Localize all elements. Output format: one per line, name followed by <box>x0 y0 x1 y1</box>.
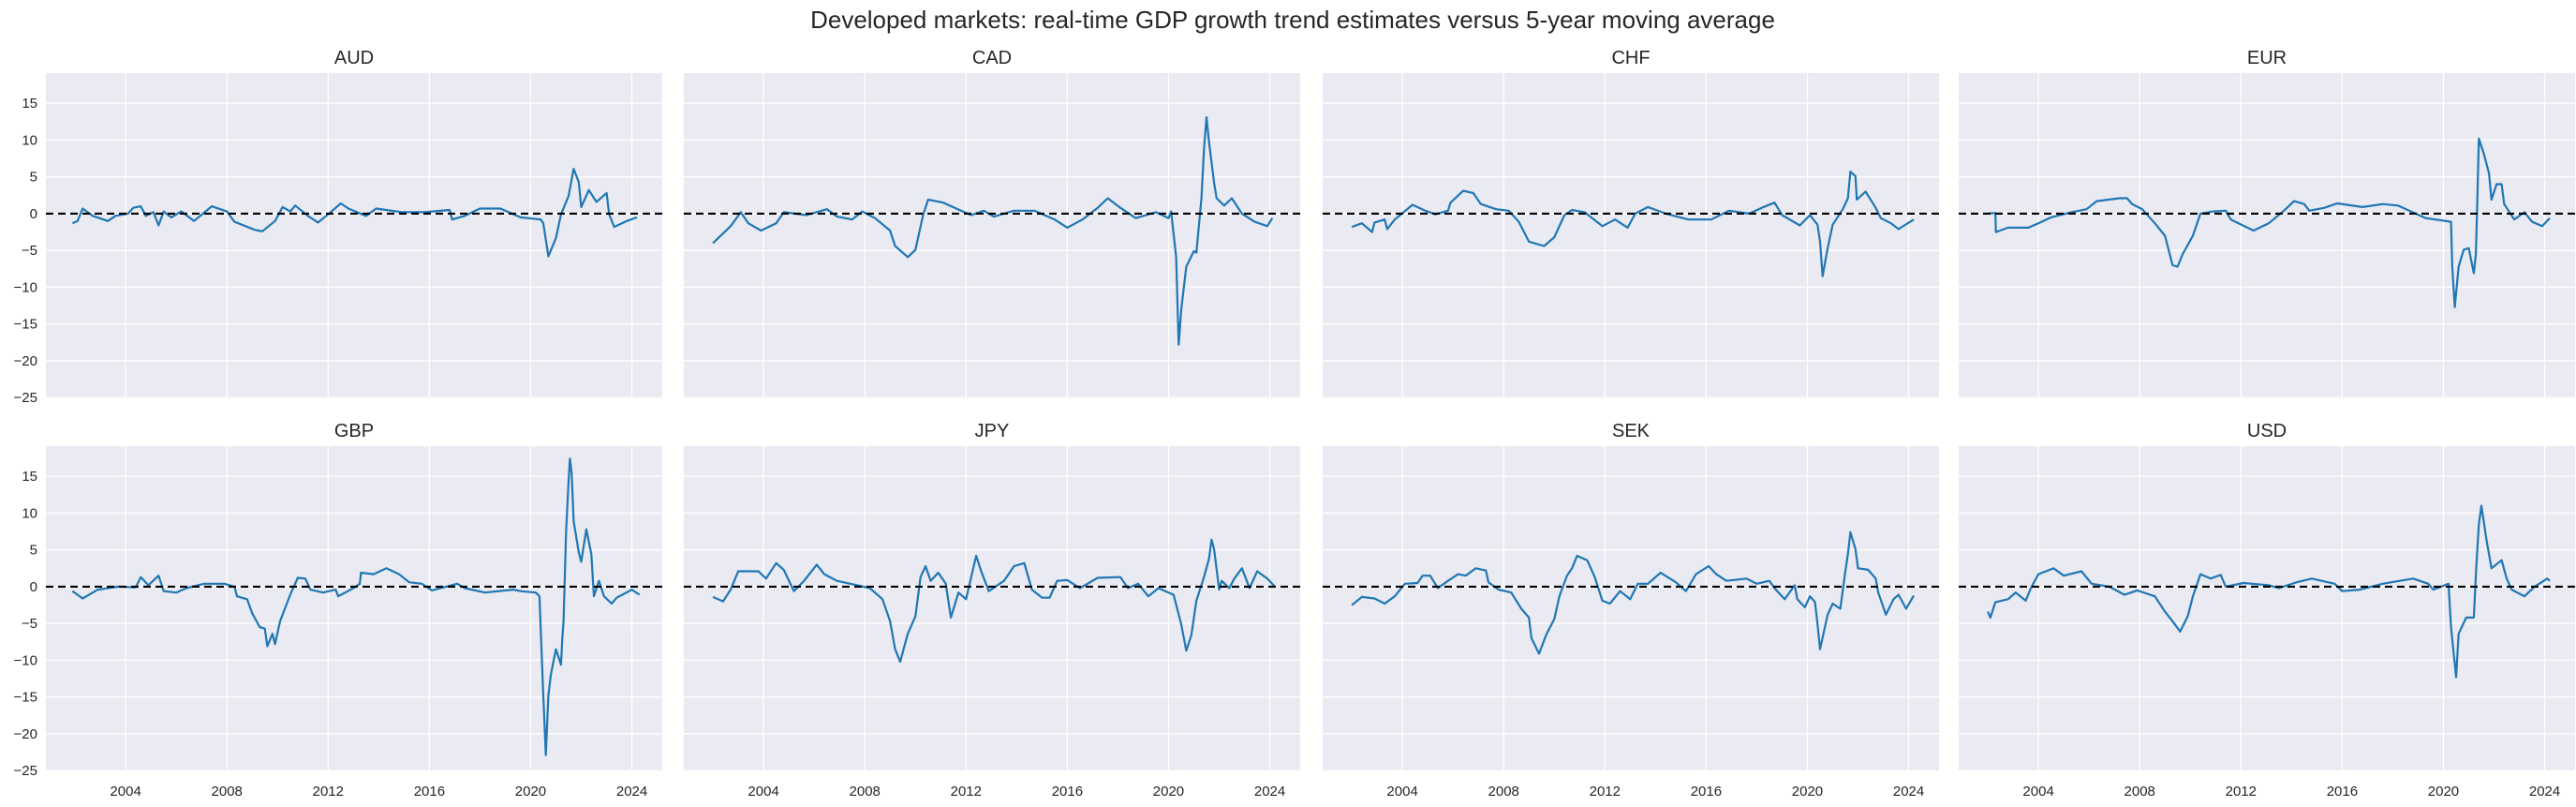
y-tick-label: −10 <box>14 279 37 295</box>
y-tick-label: 15 <box>22 469 37 485</box>
x-tick-label: 2012 <box>313 784 344 800</box>
x-tick-label: 2016 <box>1052 784 1083 800</box>
x-tick-label: 2024 <box>2529 784 2560 800</box>
plot-area <box>1959 73 2575 398</box>
x-tick-label: 2012 <box>1590 784 1621 800</box>
plot-area <box>1323 73 1939 398</box>
panel-title: AUD <box>334 48 374 68</box>
panel-title: SEK <box>1612 421 1651 441</box>
series-line-usd <box>1987 504 2551 679</box>
x-tick-label: 2024 <box>616 784 647 800</box>
x-tick-label: 2008 <box>850 784 881 800</box>
panel-title: JPY <box>975 421 1010 441</box>
panel-title: GBP <box>334 421 374 441</box>
x-tick-label: 2020 <box>515 784 546 800</box>
x-tick-label: 2004 <box>2022 784 2053 800</box>
panel-sek: 2004 2008 2012 2016 2020 2024 SEK <box>1323 421 1939 800</box>
panel-usd: 2004 2008 2012 2016 2020 2024 USD <box>1959 421 2575 800</box>
y-tick-label: 10 <box>22 505 37 521</box>
series-line-sek <box>1351 531 1915 655</box>
y-tick-label: −25 <box>14 763 37 779</box>
x-tick-label: 2016 <box>2327 784 2358 800</box>
y-tick-label: 0 <box>30 579 37 595</box>
y-tick-label: −5 <box>22 616 37 632</box>
x-tick-label: 2024 <box>1254 784 1285 800</box>
x-tick-label: 2004 <box>748 784 778 800</box>
y-tick-label: −20 <box>14 353 37 369</box>
panel-title: USD <box>2247 421 2287 441</box>
y-tick-label: −15 <box>14 690 37 706</box>
series-line-gbp <box>71 457 641 756</box>
x-tick-label: 2016 <box>414 784 445 800</box>
x-tick-label: 2020 <box>1792 784 1823 800</box>
plot-area <box>1959 446 2575 771</box>
series-line-eur <box>1988 137 2551 308</box>
panel-title: CHF <box>1611 48 1650 68</box>
panels: 15 10 5 0 −5 −10 −15 −20 −25 AUD CAD CHF EUR 15 10 5 0 −5… <box>14 48 2575 800</box>
y-tick-label: 5 <box>30 170 37 186</box>
chart-title: Developed markets: real-time GDP growth … <box>810 6 1775 34</box>
x-tick-label: 2020 <box>2428 784 2459 800</box>
series-line-cad <box>712 116 1274 346</box>
panel-title: CAD <box>972 48 1012 68</box>
x-tick-label: 2020 <box>1153 784 1184 800</box>
plot-area <box>1323 446 1939 771</box>
y-tick-label: 5 <box>30 543 37 559</box>
y-tick-label: 15 <box>22 96 37 112</box>
x-tick-label: 2024 <box>1893 784 1924 800</box>
x-tick-label: 2008 <box>2124 784 2155 800</box>
plot-area <box>46 446 662 771</box>
panel-gbp: 15 10 5 0 −5 −10 −15 −20 −25 2004 2008 2012 2016 2020… <box>14 421 662 800</box>
panel-jpy: 2004 2008 2012 2016 2020 2024 JPY <box>684 421 1300 800</box>
panel-title: EUR <box>2247 48 2287 68</box>
y-tick-label: −15 <box>14 317 37 333</box>
x-tick-label: 2004 <box>110 784 141 800</box>
panel-aud: 15 10 5 0 −5 −10 −15 −20 −25 AUD <box>14 48 662 406</box>
y-tick-label: −10 <box>14 652 37 668</box>
series-line-aud <box>71 168 638 258</box>
x-tick-label: 2016 <box>1691 784 1722 800</box>
x-tick-label: 2008 <box>212 784 243 800</box>
y-tick-label: 10 <box>22 132 37 148</box>
y-tick-label: −20 <box>14 726 37 742</box>
x-tick-label: 2012 <box>2226 784 2257 800</box>
panel-chf: CHF <box>1323 48 1939 398</box>
x-tick-label: 2012 <box>951 784 982 800</box>
panel-eur: EUR <box>1959 48 2575 398</box>
x-tick-label: 2004 <box>1386 784 1417 800</box>
panel-cad: CAD <box>684 48 1300 398</box>
plot-area <box>46 73 662 398</box>
y-tick-label: −5 <box>22 243 37 259</box>
series-line-jpy <box>712 538 1276 664</box>
y-tick-label: 0 <box>30 206 37 222</box>
y-tick-label: −25 <box>14 390 37 406</box>
x-tick-label: 2008 <box>1488 784 1519 800</box>
plot-area <box>684 446 1300 771</box>
